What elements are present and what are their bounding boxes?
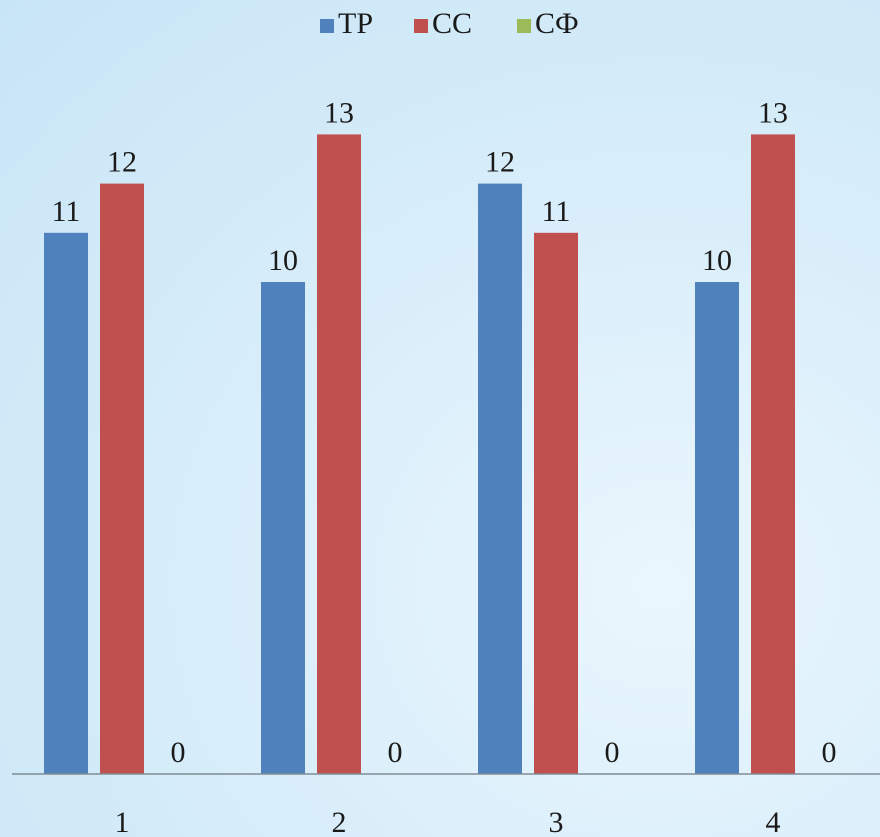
data-label: 10 <box>702 244 732 277</box>
data-label: 13 <box>758 96 788 129</box>
x-tick-label: 3 <box>549 806 564 837</box>
data-label: 11 <box>542 195 571 228</box>
bar <box>751 134 795 774</box>
data-label: 11 <box>52 195 81 228</box>
bar <box>317 134 361 774</box>
data-labels: 11 12 0 10 13 0 12 11 0 10 13 0 <box>52 96 837 769</box>
data-label: 0 <box>388 736 403 769</box>
legend-swatch <box>320 19 334 33</box>
bar <box>100 183 144 775</box>
bar <box>695 282 739 774</box>
data-label: 13 <box>324 96 354 129</box>
x-tick-label: 2 <box>332 806 347 837</box>
data-label: 0 <box>605 736 620 769</box>
legend-label: ТР <box>338 7 373 40</box>
bar <box>478 183 522 775</box>
x-tick-label: 4 <box>766 806 781 837</box>
x-axis-ticks: 1 2 3 4 <box>115 806 781 837</box>
legend: ТР СС СФ <box>320 7 579 40</box>
legend-swatch <box>414 19 428 33</box>
x-tick-label: 1 <box>115 806 130 837</box>
bar <box>261 282 305 774</box>
data-label: 0 <box>822 736 837 769</box>
legend-label: СС <box>432 7 472 40</box>
data-label: 12 <box>107 146 137 179</box>
data-label: 12 <box>485 146 515 179</box>
data-label: 10 <box>268 244 298 277</box>
legend-swatch <box>517 19 531 33</box>
data-label: 0 <box>171 736 186 769</box>
bars <box>44 134 795 775</box>
bar <box>44 232 88 775</box>
legend-label: СФ <box>535 7 579 40</box>
bar <box>534 232 578 775</box>
